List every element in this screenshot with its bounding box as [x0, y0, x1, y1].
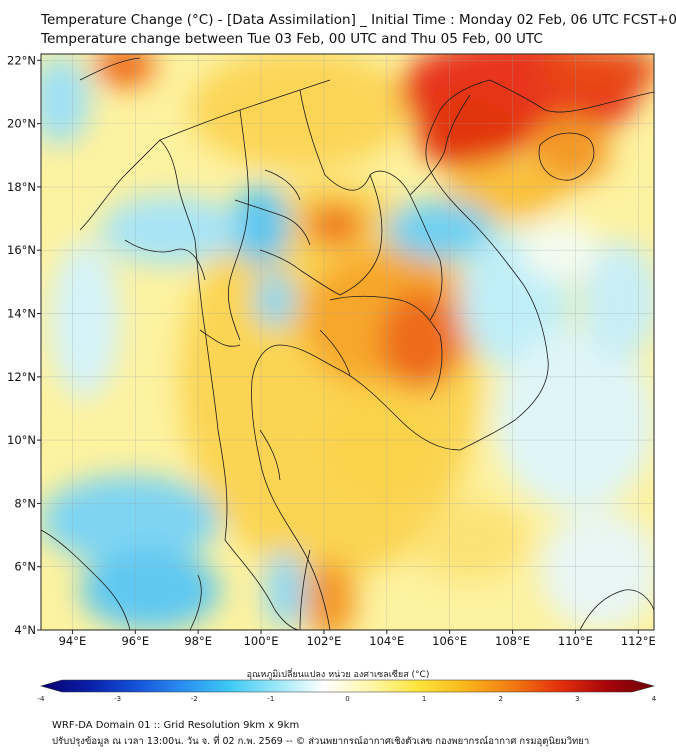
- latitude-axis: 22°N 20°N 18°N 16°N 14°N 12°N 10°N 8°N 6°N 4°N: [7, 53, 41, 637]
- colorbar-tick-label: -3: [114, 695, 121, 703]
- y-tick-label: 20°N: [7, 117, 36, 131]
- colorbar-tick-label: 0: [345, 695, 349, 703]
- y-tick-label: 16°N: [7, 243, 36, 257]
- footer-update-info: ปรับปรุงข้อมูล ณ เวลา 13:00น. วัน จ. ที่…: [52, 736, 590, 747]
- colorbar-tick-label: 4: [652, 695, 657, 703]
- y-tick-label: 10°N: [7, 433, 36, 447]
- x-tick-label: 112°E: [621, 634, 656, 648]
- colorbar-title: อุณหภูมิเปลี่ยนแปลง หน่วย องศาเซลเซียส (…: [246, 670, 430, 680]
- x-tick-label: 104°E: [369, 634, 404, 648]
- colorbar-tick-label: -4: [38, 695, 46, 703]
- colorbar-tick-label: 2: [499, 695, 503, 703]
- colorbar-tick-label: -1: [267, 695, 274, 703]
- colorbar-tick-label: 3: [575, 695, 579, 703]
- x-tick-label: 98°E: [184, 634, 212, 648]
- y-tick-label: 14°N: [7, 307, 36, 321]
- x-tick-label: 108°E: [495, 634, 530, 648]
- y-tick-label: 8°N: [14, 496, 36, 510]
- x-tick-label: 106°E: [432, 634, 467, 648]
- plot-frame: [40, 53, 655, 631]
- y-tick-label: 18°N: [7, 180, 36, 194]
- temperature-field: [41, 54, 654, 630]
- y-tick-label: 12°N: [7, 370, 36, 384]
- coastlines-borders: [41, 57, 654, 630]
- x-tick-label: 100°E: [244, 634, 279, 648]
- x-tick-label: 110°E: [558, 634, 593, 648]
- colorbar: -4 -3 -2 -1 0 1 2 3 4: [38, 679, 657, 703]
- longitude-axis: 94°E 96°E 98°E 100°E 102°E 104°E 106°E 108°E 110…: [59, 630, 656, 648]
- colorbar-tick-label: 1: [422, 695, 426, 703]
- y-tick-label: 22°N: [7, 53, 36, 67]
- y-tick-label: 4°N: [14, 623, 36, 637]
- y-tick-label: 6°N: [14, 560, 36, 574]
- x-tick-label: 96°E: [121, 634, 149, 648]
- chart-title: Temperature Change (°C) - [Data Assimila…: [41, 12, 676, 28]
- colorbar-tick-label: -2: [191, 695, 198, 703]
- x-tick-label: 94°E: [59, 634, 87, 648]
- chart-subtitle: Temperature change between Tue 03 Feb, 0…: [41, 31, 543, 47]
- x-tick-label: 102°E: [306, 634, 341, 648]
- footer-domain-info: WRF-DA Domain 01 :: Grid Resolution 9km …: [52, 720, 300, 731]
